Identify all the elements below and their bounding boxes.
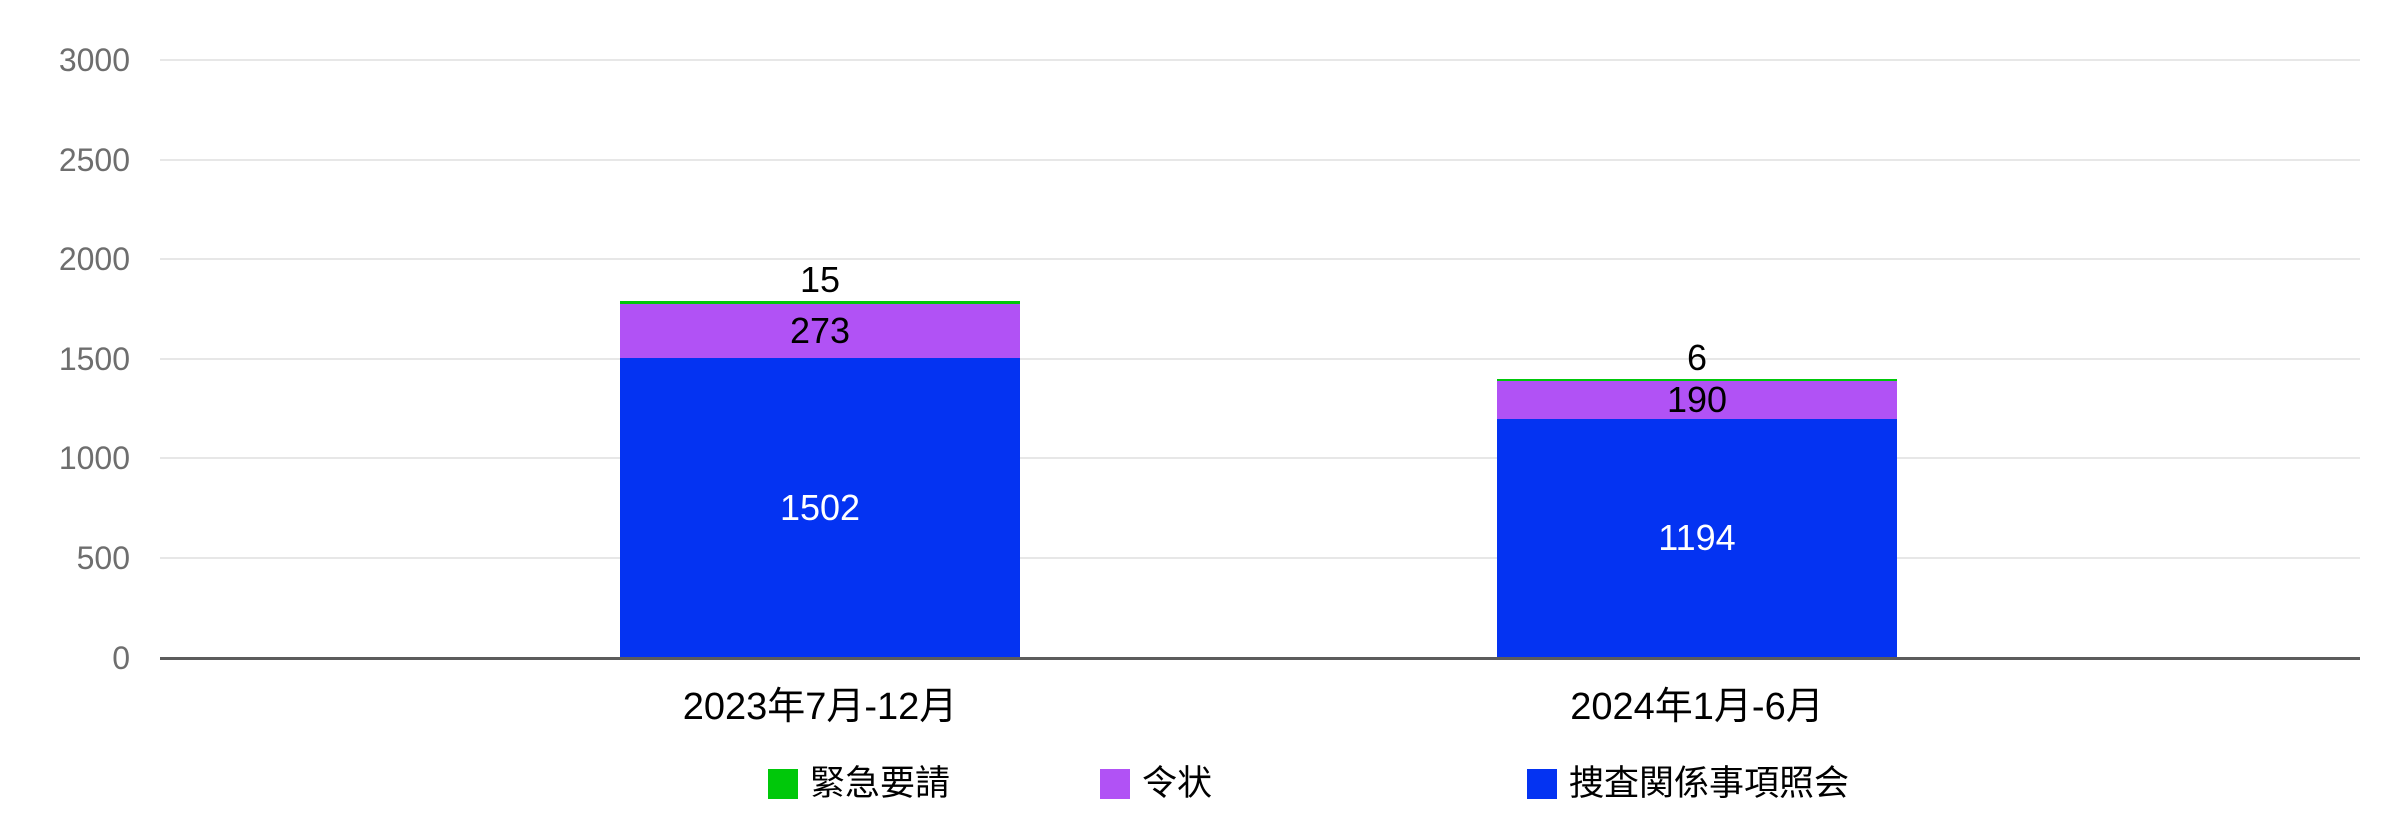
legend-label: 緊急要請 [810,764,951,803]
legend-label: 令状 [1142,764,1213,803]
legend-label: 捜査関係事項照会 [1569,764,1850,803]
ytick-label: 2500 [58,142,130,178]
gridline-500 [160,557,2360,559]
bar-segment-emergency[interactable] [620,301,1020,304]
ytick-label: 1500 [58,341,130,377]
bar-2024h1: 190 1194 [1497,379,1897,657]
legend-item-inquiry[interactable]: 捜査関係事項照会 [1527,764,1849,804]
legend-swatch-purple [1100,769,1130,799]
bar-top-value-label: 15 [799,259,841,300]
legend-item-warrant[interactable]: 令状 [1100,764,1212,804]
bar-segment-emergency[interactable] [1497,379,1897,381]
gridline-1000 [160,457,2360,459]
segment-value-label: 190 [1666,379,1728,420]
category-label-2023h2: 2023年7月-12月 [682,686,958,728]
bar-segment-inquiry[interactable]: 1194 [1497,419,1897,657]
legend-item-emergency[interactable]: 緊急要請 [768,764,950,804]
gridline-3000 [160,59,2360,61]
segment-value-label: 273 [789,310,851,351]
bar-segment-warrant[interactable]: 273 [620,304,1020,358]
ytick-label: 500 [76,540,130,576]
bar-segment-warrant[interactable]: 190 [1497,381,1897,419]
ytick-label: 0 [112,640,130,676]
gridline-2000 [160,258,2360,260]
legend-swatch-blue [1527,769,1557,799]
x-axis-line [160,657,2360,660]
gridline-1500 [160,358,2360,360]
bar-segment-inquiry[interactable]: 1502 [620,358,1020,657]
ytick-label: 2000 [58,241,130,277]
ytick-label: 1000 [58,440,130,476]
segment-value-label: 1194 [1658,517,1736,558]
bar-top-value-label: 6 [1686,337,1708,378]
category-label-2024h1: 2024年1月-6月 [1570,686,1824,728]
gridline-2500 [160,159,2360,161]
segment-value-label: 1502 [779,486,861,528]
ytick-label: 3000 [58,42,130,78]
legend-swatch-green [768,769,798,799]
bar-2023h2: 273 1502 [620,301,1020,657]
